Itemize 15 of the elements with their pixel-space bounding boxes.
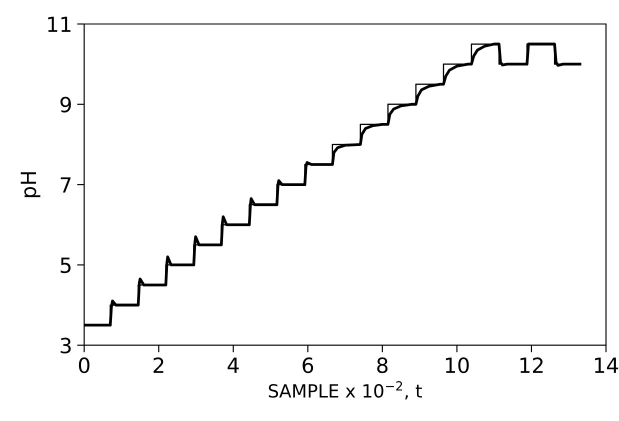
x-tick-label: 2 <box>154 357 164 373</box>
x-tick-label: 6 <box>302 357 314 374</box>
x-tick-label: 12 <box>520 357 543 373</box>
y-tick-label: 7 <box>60 177 71 193</box>
x-tick-label: 4 <box>228 358 239 373</box>
x-axis-title: SAMPLE x 10$^{−2}$, t <box>268 381 422 400</box>
x-tick-label: 0 <box>78 357 90 374</box>
x-tick-label: 14 <box>595 358 618 373</box>
x-tick-label: 10 <box>446 357 469 374</box>
y-tick-label: 3 <box>60 338 71 354</box>
x-tick-label: 8 <box>377 357 388 374</box>
y-tick-label: 5 <box>60 258 71 274</box>
y-tick-label: 11 <box>48 16 70 32</box>
y-axis-title: pH <box>20 172 40 198</box>
y-tick-label: 9 <box>60 96 71 113</box>
